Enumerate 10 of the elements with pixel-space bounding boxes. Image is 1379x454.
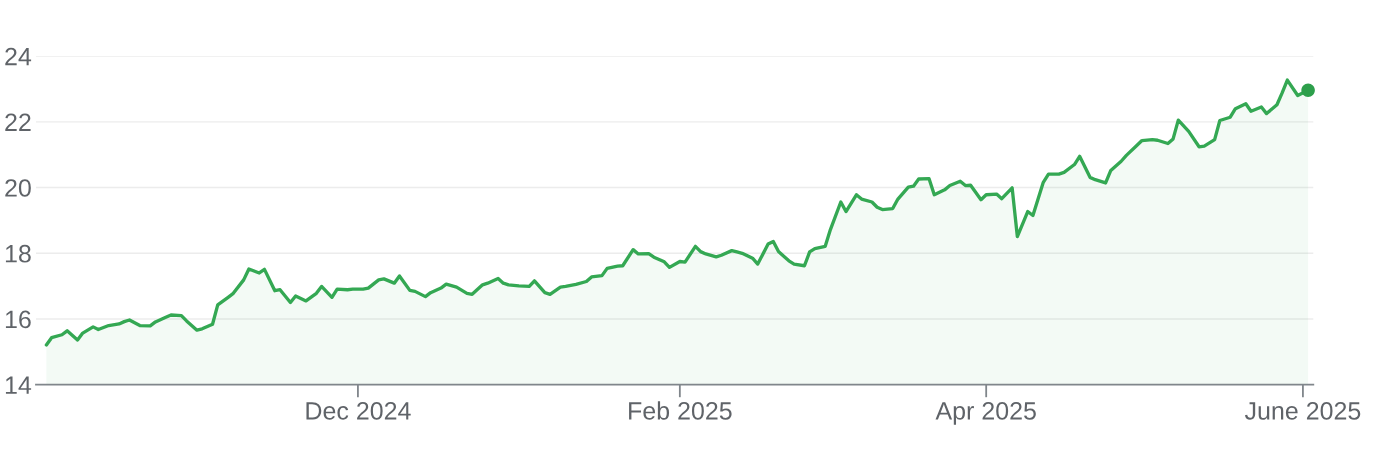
x-tick-label: Apr 2025: [935, 402, 1036, 425]
y-tick-label: 24: [5, 47, 32, 66]
x-tick-label: Feb 2025: [629, 401, 732, 420]
y-tick-label: 22: [5, 113, 31, 131]
x-tick-label: Dec 2024: [306, 402, 411, 420]
y-tick-label: 18: [5, 244, 31, 263]
x-tick-label: June 2025: [1244, 402, 1361, 420]
y-tick-label: 14: [5, 376, 32, 394]
y-tick-label: 16: [5, 310, 31, 329]
y-tick-label: 20: [5, 179, 31, 197]
